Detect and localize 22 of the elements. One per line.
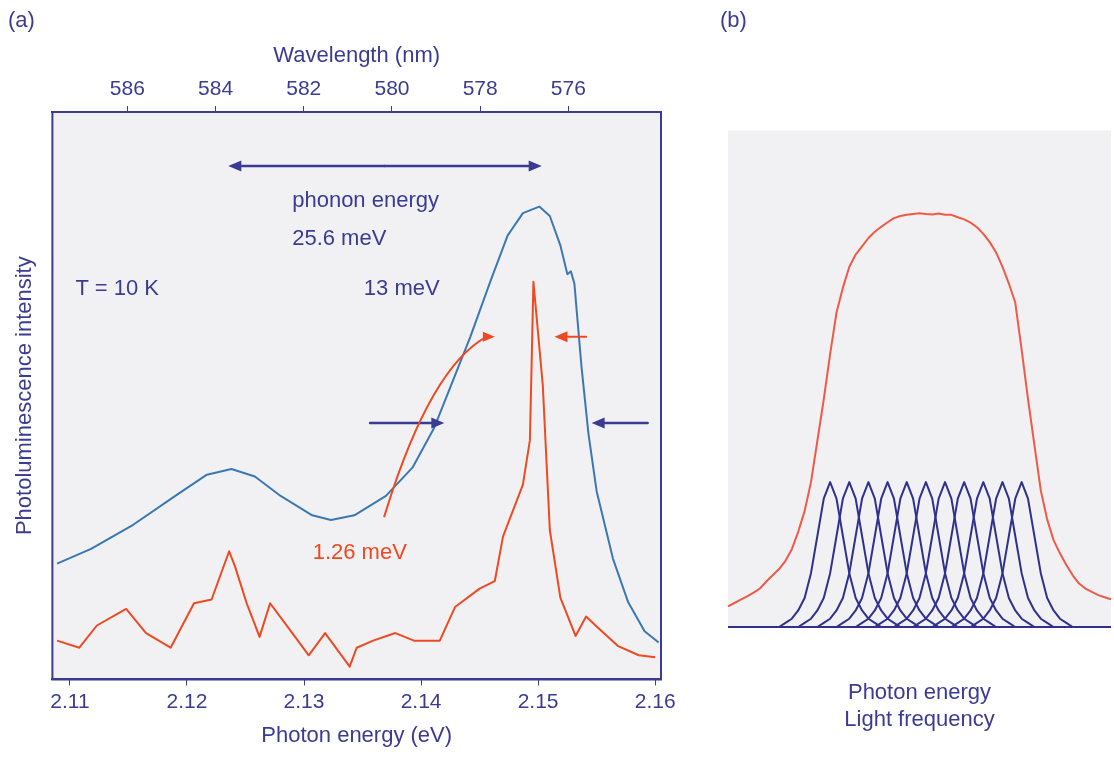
x-tick-label: 2.13 bbox=[283, 688, 325, 712]
x2-axis-title: Wavelength (nm) bbox=[273, 41, 441, 67]
x2-tick-label: 576 bbox=[550, 76, 586, 100]
x-tick-label: 2.16 bbox=[634, 688, 676, 712]
annotation: T = 10 K bbox=[75, 275, 160, 301]
chart-title: (a) bbox=[8, 7, 35, 33]
annotation: 13 meV bbox=[363, 275, 440, 301]
x-axis-title: Photon energy Light frequency bbox=[844, 679, 995, 731]
x-tick-label: 2.12 bbox=[166, 688, 208, 712]
x2-tick-label: 578 bbox=[462, 76, 498, 100]
x2-tick-label: 584 bbox=[198, 76, 234, 100]
annotation: phonon energy 25.6 meV bbox=[292, 187, 439, 250]
chart-title: (b) bbox=[720, 7, 747, 33]
x-tick-label: 2.15 bbox=[517, 688, 559, 712]
y-axis-title: Photoluminescence intensity bbox=[11, 256, 37, 536]
x-axis-title: Photon energy (eV) bbox=[261, 721, 453, 747]
x-tick-label: 2.14 bbox=[400, 688, 442, 712]
x2-tick-label: 586 bbox=[109, 76, 145, 100]
annotation: 1.26 meV bbox=[312, 538, 408, 564]
x2-tick-label: 580 bbox=[374, 76, 410, 100]
x2-tick-label: 582 bbox=[286, 76, 322, 100]
x-tick-label: 2.11 bbox=[50, 688, 90, 712]
